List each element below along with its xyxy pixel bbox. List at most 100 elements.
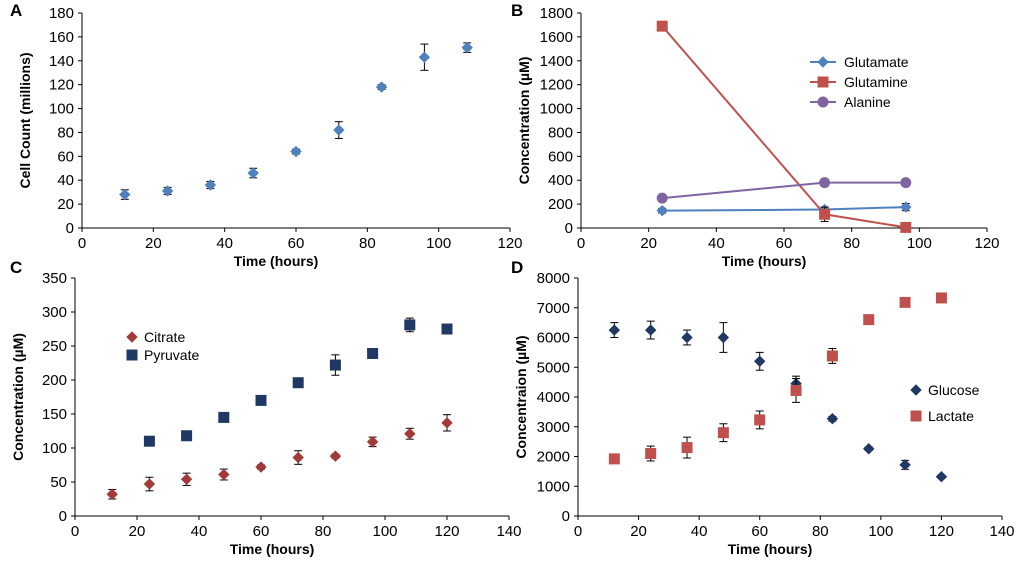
legend-label: Alanine (844, 94, 891, 110)
x-tick-label: 140 (496, 523, 521, 540)
x-tick-label: 0 (574, 523, 582, 540)
x-tick-label: 80 (315, 523, 332, 540)
data-point (935, 292, 947, 304)
y-axis-title: Cell Count (millions) (17, 52, 33, 188)
x-tick-label: 60 (751, 523, 768, 540)
legend-label: Glutamine (844, 74, 908, 90)
y-tick-label: 600 (548, 148, 573, 165)
x-tick-label: 0 (577, 235, 585, 252)
y-tick-label: 1000 (537, 478, 570, 495)
data-point (404, 319, 416, 331)
data-point (366, 436, 379, 448)
x-tick-label: 120 (974, 235, 999, 252)
legend: Glutamate Glutamine Alanine (810, 54, 909, 110)
x-tick-label: 40 (191, 523, 208, 540)
data-point (608, 324, 621, 336)
y-tick-label: 180 (49, 5, 74, 22)
y-tick-label: 350 (42, 270, 67, 287)
y-tick-label: 400 (548, 172, 573, 189)
data-point (863, 314, 875, 326)
y-tick-label: 40 (57, 172, 74, 189)
data-point (441, 323, 453, 335)
y-tick-label: 1600 (540, 29, 573, 46)
panel-a: A 0 20 40 60 80 100 120 140 160 180 0 20 40 60 80 100 120… (10, 1, 523, 269)
y-tick-label: 0 (565, 220, 573, 237)
x-tick-label: 40 (216, 235, 233, 252)
legend-marker (817, 76, 829, 88)
x-tick-label: 20 (630, 523, 647, 540)
data-point (656, 20, 668, 32)
data-point (290, 145, 302, 158)
data-point (247, 167, 259, 179)
y-tick-label: 1000 (540, 101, 573, 118)
x-tick-label: 120 (497, 235, 522, 252)
data-point (899, 296, 911, 308)
series-line (662, 181, 906, 200)
data-point (863, 443, 875, 455)
y-tick-label: 20 (57, 196, 74, 213)
data-point (333, 124, 345, 136)
data-point (608, 453, 620, 465)
data-point (329, 359, 341, 371)
legend-marker (126, 349, 138, 361)
x-tick-label: 40 (691, 523, 708, 540)
legend-label: Pyruvate (144, 347, 199, 363)
y-axis-title: Concentraion (µM) (513, 335, 529, 458)
x-tick-label: 100 (372, 523, 397, 540)
y-tick-label: 200 (548, 196, 573, 213)
data-point (900, 177, 912, 189)
y-tick-label: 80 (57, 124, 74, 141)
data-point (218, 411, 230, 423)
y-tick-label: 5000 (537, 359, 570, 376)
legend-marker (817, 96, 829, 108)
data-point (367, 347, 379, 359)
data-point (461, 41, 473, 54)
data-point (181, 430, 193, 442)
x-axis-title: Time (hours) (230, 541, 315, 557)
data-point (119, 188, 131, 201)
panel-d: D 0 1000 2000 3000 4000 5000 6000 7000 8000 0 20 40 6… (511, 258, 1015, 557)
x-tick-label: 20 (145, 235, 162, 252)
series-lactate (608, 292, 947, 465)
y-tick-label: 1200 (540, 77, 573, 94)
x-tick-label: 20 (129, 523, 146, 540)
y-tick-label: 4000 (537, 389, 570, 406)
legend: Citrate Pyruvate (126, 329, 199, 363)
series-glutamate (656, 201, 912, 217)
y-tick-label: 0 (59, 508, 67, 525)
data-point (292, 377, 304, 389)
data-point (717, 331, 730, 344)
y-axis-title: Concentration (µM) (516, 57, 532, 185)
series-line (662, 206, 906, 212)
legend: Glucose Lactate (910, 382, 980, 424)
x-tick-label: 120 (929, 523, 954, 540)
x-axis-title: Time (hours) (728, 541, 813, 557)
legend-marker (817, 56, 829, 68)
x-tick-label: 40 (708, 235, 725, 252)
x-tick-label: 0 (78, 235, 86, 252)
y-tick-label: 1800 (540, 5, 573, 22)
y-tick-label: 60 (57, 148, 74, 165)
x-tick-label: 140 (989, 523, 1014, 540)
panel-label: A (10, 1, 22, 20)
y-tick-label: 0 (562, 508, 570, 525)
x-tick-label: 100 (868, 523, 893, 540)
data-point (681, 442, 693, 454)
legend-marker (910, 384, 922, 396)
x-tick-label: 100 (426, 235, 451, 252)
panel-b: B 0 200 400 600 800 1000 1200 1400 1600 1800 0 20 40 6… (511, 1, 1000, 269)
data-point (292, 451, 304, 464)
data-point (161, 185, 174, 197)
y-tick-label: 1400 (540, 53, 573, 70)
data-point (819, 177, 831, 189)
x-axis-title: Time (hours) (234, 253, 319, 269)
y-tick-label: 250 (42, 338, 67, 355)
x-tick-label: 100 (907, 235, 932, 252)
data-point (754, 355, 766, 368)
data-point (143, 435, 155, 447)
x-tick-label: 60 (253, 523, 270, 540)
y-tick-label: 300 (42, 304, 67, 321)
data-point (418, 51, 431, 63)
data-point (143, 478, 156, 490)
